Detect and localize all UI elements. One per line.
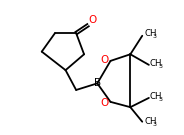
Text: CH: CH	[144, 117, 157, 126]
Text: 3: 3	[158, 97, 162, 102]
Text: 3: 3	[153, 33, 157, 38]
Text: 3: 3	[153, 122, 157, 127]
Text: O: O	[101, 98, 109, 108]
Text: 3: 3	[158, 64, 162, 69]
Text: O: O	[89, 15, 97, 25]
Text: CH: CH	[144, 29, 157, 38]
Text: B: B	[94, 78, 101, 88]
Text: O: O	[101, 55, 109, 65]
Text: CH: CH	[150, 59, 162, 68]
Text: CH: CH	[150, 92, 162, 101]
